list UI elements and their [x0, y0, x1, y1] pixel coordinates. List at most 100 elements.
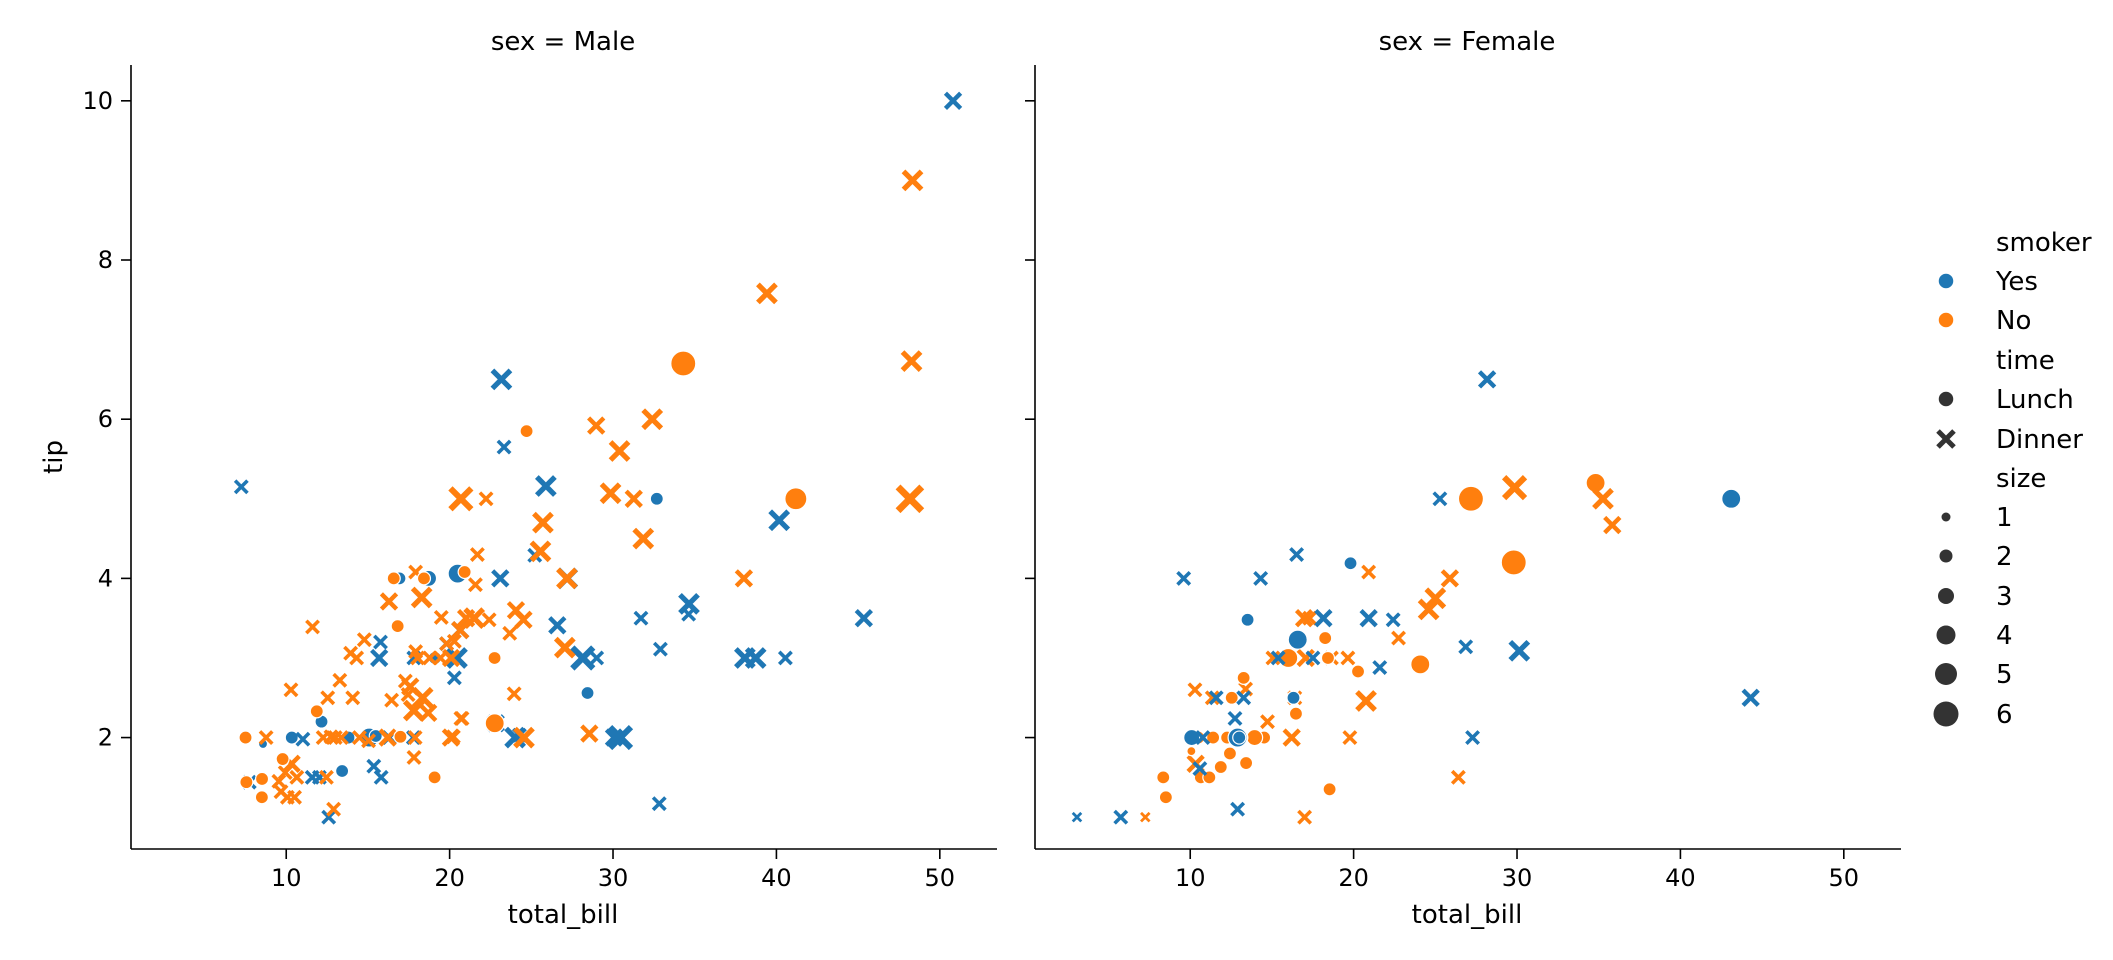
data-point — [1286, 690, 1301, 705]
x-tick-label: 40 — [1665, 864, 1696, 892]
data-point — [589, 650, 605, 666]
data-point — [1246, 728, 1264, 747]
data-point — [1156, 770, 1171, 785]
data-point — [1183, 728, 1201, 747]
data-point — [1278, 647, 1299, 669]
data-point — [326, 801, 342, 817]
data-point — [390, 619, 405, 634]
legend-size-3 — [1938, 588, 1954, 604]
data-point — [1350, 664, 1366, 679]
y-axis-label: tip — [39, 440, 69, 474]
data-point — [599, 482, 622, 505]
data-point — [287, 789, 302, 805]
data-point — [502, 625, 518, 641]
data-point — [1424, 587, 1447, 610]
data-point — [478, 491, 494, 507]
data-point — [1282, 728, 1301, 747]
data-point — [513, 726, 535, 749]
data-point — [1296, 648, 1315, 668]
data-point — [943, 91, 963, 110]
data-point — [321, 809, 337, 825]
legend-label-dinner: Dinner — [1996, 425, 2083, 455]
data-point — [284, 730, 299, 745]
data-point — [580, 724, 599, 743]
data-point — [641, 408, 664, 431]
x-ticks: 10 20 30 40 50 — [1175, 849, 1859, 892]
data-point — [422, 650, 438, 666]
data-point — [254, 790, 269, 805]
data-point — [1385, 612, 1401, 628]
data-point — [446, 670, 462, 686]
data-point — [756, 282, 778, 305]
data-point — [1260, 714, 1275, 730]
data-point — [410, 650, 426, 666]
data-point — [1253, 570, 1269, 586]
data-point — [901, 169, 924, 192]
data-point — [734, 569, 754, 588]
x-tick-label: 30 — [598, 864, 629, 892]
data-point — [1340, 650, 1356, 666]
data-point — [1458, 639, 1474, 655]
points-group — [233, 91, 963, 825]
x-tick-label: 10 — [1175, 864, 1206, 892]
legend-style-title: time — [1996, 346, 2055, 376]
y-tick-label: 10 — [82, 87, 113, 115]
data-point — [1186, 745, 1197, 757]
legend-size-label-4: 4 — [1996, 621, 2013, 651]
data-point — [1432, 491, 1448, 507]
data-point — [534, 475, 557, 497]
data-point — [386, 571, 401, 586]
data-point — [1287, 629, 1308, 650]
legend-size-label-6: 6 — [1996, 700, 2013, 730]
data-point — [519, 424, 534, 439]
data-point — [410, 586, 433, 609]
data-point — [1741, 688, 1760, 707]
data-point — [451, 620, 470, 640]
data-point — [441, 648, 461, 668]
data-point — [651, 796, 667, 812]
data-point — [1222, 746, 1238, 761]
x-tick-label: 30 — [1502, 864, 1533, 892]
data-point — [608, 440, 631, 462]
data-point — [393, 729, 408, 744]
data-point — [275, 751, 290, 767]
data-point — [678, 592, 700, 615]
data-point — [1227, 711, 1243, 726]
data-point — [448, 486, 474, 512]
data-point — [484, 713, 505, 734]
data-point — [345, 690, 361, 706]
data-point — [556, 567, 578, 590]
data-point — [1206, 730, 1221, 745]
data-point — [327, 730, 343, 746]
data-point — [468, 577, 483, 593]
data-point — [548, 616, 567, 635]
legend: smoker Yes No time Lunch Dinner size 1 2… — [1933, 228, 2092, 730]
legend-size-label-5: 5 — [1996, 660, 2013, 690]
data-point — [407, 730, 423, 746]
data-point — [366, 758, 382, 774]
data-point — [1192, 761, 1208, 777]
data-point — [1305, 650, 1321, 666]
data-point — [283, 682, 299, 698]
legend-size-label-1: 1 — [1996, 503, 2013, 533]
data-point — [633, 610, 649, 626]
data-point — [580, 685, 595, 701]
data-point — [1355, 690, 1377, 712]
legend-size-1 — [1941, 512, 1951, 522]
x-tick-label: 50 — [1829, 864, 1860, 892]
data-point — [1113, 809, 1129, 825]
data-point — [427, 770, 442, 785]
data-point — [1477, 370, 1497, 389]
legend-size-title: size — [1996, 464, 2046, 494]
facet-female: sex = Female 10 20 30 40 50 total_bill — [1025, 27, 1901, 930]
legend-marker-lunch — [1937, 390, 1955, 408]
x-tick-label: 40 — [761, 864, 792, 892]
data-point — [514, 610, 533, 629]
data-point — [416, 571, 432, 586]
data-point — [332, 672, 348, 688]
data-point — [1265, 650, 1281, 666]
legend-size-6 — [1933, 701, 1959, 727]
data-point — [1361, 564, 1377, 580]
y-tick-label: 2 — [98, 724, 113, 752]
